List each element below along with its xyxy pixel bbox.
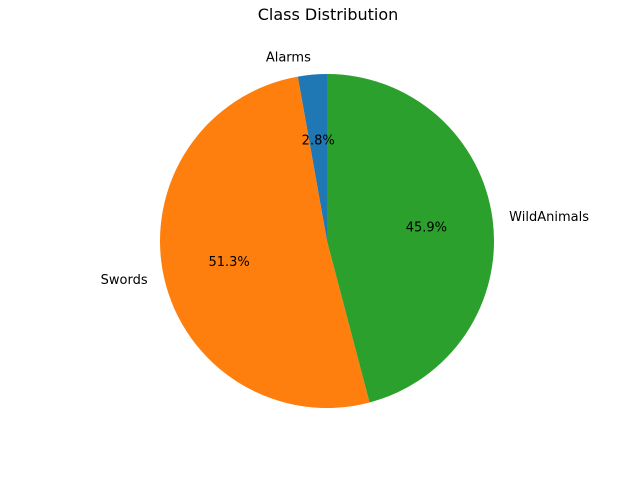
slice-label-alarms: Alarms — [266, 51, 311, 66]
pct-label-alarms: 2.8% — [302, 134, 335, 149]
chart-title: Class Distribution — [258, 5, 399, 24]
pie-slice-wildanimals — [327, 74, 495, 403]
slice-label-wildanimals: WildAnimals — [509, 210, 589, 225]
pct-label-wildanimals: 45.9% — [406, 221, 447, 236]
pct-label-swords: 51.3% — [208, 255, 249, 270]
pie-slice-swords — [160, 76, 370, 408]
pie-slice-alarms — [297, 74, 327, 241]
pie-slices — [160, 74, 495, 408]
slice-label-swords: Swords — [101, 273, 148, 288]
pie-labels: Alarms 2.8% Swords 51.3% WildAnimals 45.9% — [101, 51, 590, 288]
